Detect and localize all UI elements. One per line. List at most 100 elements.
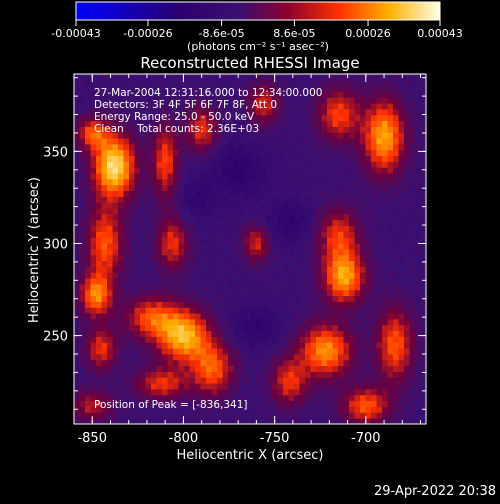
heatmap-cell bbox=[101, 383, 108, 390]
heatmap-cell bbox=[382, 284, 388, 291]
heatmap-cell bbox=[118, 79, 124, 87]
heatmap-cell bbox=[134, 383, 141, 390]
heatmap-cell bbox=[217, 97, 223, 104]
heatmap-cell bbox=[222, 295, 229, 302]
heatmap-cell bbox=[393, 219, 399, 227]
heatmap-cell bbox=[294, 342, 300, 349]
heatmap-cell bbox=[360, 278, 366, 285]
heatmap-cell bbox=[387, 214, 394, 221]
heatmap-cell bbox=[338, 313, 344, 320]
heatmap-cell bbox=[228, 336, 234, 343]
heatmap-cell bbox=[134, 120, 141, 127]
heatmap-cell bbox=[327, 225, 333, 232]
heatmap-cell bbox=[398, 208, 405, 215]
heatmap-cell bbox=[178, 412, 185, 419]
heatmap-cell bbox=[217, 389, 223, 396]
heatmap-cell bbox=[266, 394, 273, 402]
heatmap-cell bbox=[211, 208, 218, 215]
heatmap-cell bbox=[365, 109, 372, 116]
heatmap-cell bbox=[129, 313, 135, 320]
heatmap-cell bbox=[272, 330, 278, 337]
heatmap-cell bbox=[123, 85, 130, 92]
heatmap-cell bbox=[233, 196, 240, 203]
heatmap-cell bbox=[332, 144, 339, 151]
heatmap-cell bbox=[96, 155, 102, 162]
heatmap-cell bbox=[145, 412, 152, 419]
heatmap-cell bbox=[365, 179, 372, 186]
heatmap-cell bbox=[277, 319, 284, 326]
heatmap-cell bbox=[294, 120, 300, 127]
heatmap-cell bbox=[123, 254, 130, 262]
heatmap-cell bbox=[211, 120, 218, 127]
heatmap-cell bbox=[299, 202, 306, 209]
heatmap-cell bbox=[266, 354, 273, 361]
heatmap-cell bbox=[145, 289, 152, 297]
heatmap-cell bbox=[277, 324, 284, 332]
heatmap-cell bbox=[178, 132, 185, 139]
heatmap-cell bbox=[261, 394, 267, 402]
heatmap-cell bbox=[156, 132, 163, 139]
heatmap-cell bbox=[151, 354, 157, 361]
heatmap-cell bbox=[387, 155, 394, 162]
heatmap-cell bbox=[371, 237, 377, 244]
heatmap-cell bbox=[398, 260, 405, 267]
heatmap-cell bbox=[277, 330, 284, 337]
heatmap-cell bbox=[277, 149, 284, 157]
heatmap-cell bbox=[145, 354, 152, 361]
heatmap-cell bbox=[250, 307, 256, 314]
heatmap-cell bbox=[294, 319, 300, 326]
heatmap-cell bbox=[415, 173, 421, 180]
heatmap-cell bbox=[239, 214, 245, 221]
heatmap-cell bbox=[404, 97, 410, 104]
heatmap-cell bbox=[79, 132, 86, 139]
heatmap-cell bbox=[382, 202, 388, 209]
heatmap-cell bbox=[162, 319, 168, 326]
heatmap-cell bbox=[343, 324, 350, 332]
heatmap-cell bbox=[332, 284, 339, 291]
heatmap-cell bbox=[354, 295, 361, 302]
heatmap-cell bbox=[140, 243, 146, 250]
heatmap-cell bbox=[184, 418, 190, 425]
heatmap-cell bbox=[404, 319, 410, 326]
heatmap-cell bbox=[222, 91, 229, 98]
heatmap-cell bbox=[222, 155, 229, 162]
heatmap-cell bbox=[382, 359, 388, 367]
heatmap-cell bbox=[90, 354, 97, 361]
heatmap-cell bbox=[327, 161, 333, 168]
heatmap-cell bbox=[239, 161, 245, 168]
heatmap-cell bbox=[382, 336, 388, 343]
heatmap-cell bbox=[398, 85, 405, 92]
heatmap-cell bbox=[211, 336, 218, 343]
heatmap-cell bbox=[85, 144, 91, 151]
heatmap-cell bbox=[156, 260, 163, 267]
heatmap-cell bbox=[85, 371, 91, 378]
heatmap-cell bbox=[420, 383, 427, 390]
heatmap-cell bbox=[79, 225, 86, 232]
heatmap-cell bbox=[250, 289, 256, 297]
heatmap-cell bbox=[266, 348, 273, 355]
heatmap-cell bbox=[382, 243, 388, 250]
heatmap-cell bbox=[74, 354, 80, 361]
heatmap-cell bbox=[151, 400, 157, 407]
heatmap-cell bbox=[321, 208, 328, 215]
heatmap-cell bbox=[420, 202, 427, 209]
heatmap-cell bbox=[96, 208, 102, 215]
heatmap-cell bbox=[123, 348, 130, 355]
heatmap-cell bbox=[228, 184, 234, 192]
heatmap-cell bbox=[156, 74, 163, 81]
heatmap-cell bbox=[85, 295, 91, 302]
heatmap-cell bbox=[299, 132, 306, 139]
heatmap-cell bbox=[371, 114, 377, 122]
heatmap-cell bbox=[409, 359, 416, 367]
heatmap-cell bbox=[156, 371, 163, 378]
heatmap-cell bbox=[305, 132, 311, 139]
heatmap-cell bbox=[129, 149, 135, 157]
heatmap-cell bbox=[79, 406, 86, 413]
heatmap-cell bbox=[134, 161, 141, 168]
heatmap-cell bbox=[200, 114, 207, 122]
heatmap-cell bbox=[79, 126, 86, 133]
heatmap-cell bbox=[261, 260, 267, 267]
heatmap-cell bbox=[167, 214, 174, 221]
heatmap-cell bbox=[354, 284, 361, 291]
heatmap-cell bbox=[112, 418, 119, 425]
